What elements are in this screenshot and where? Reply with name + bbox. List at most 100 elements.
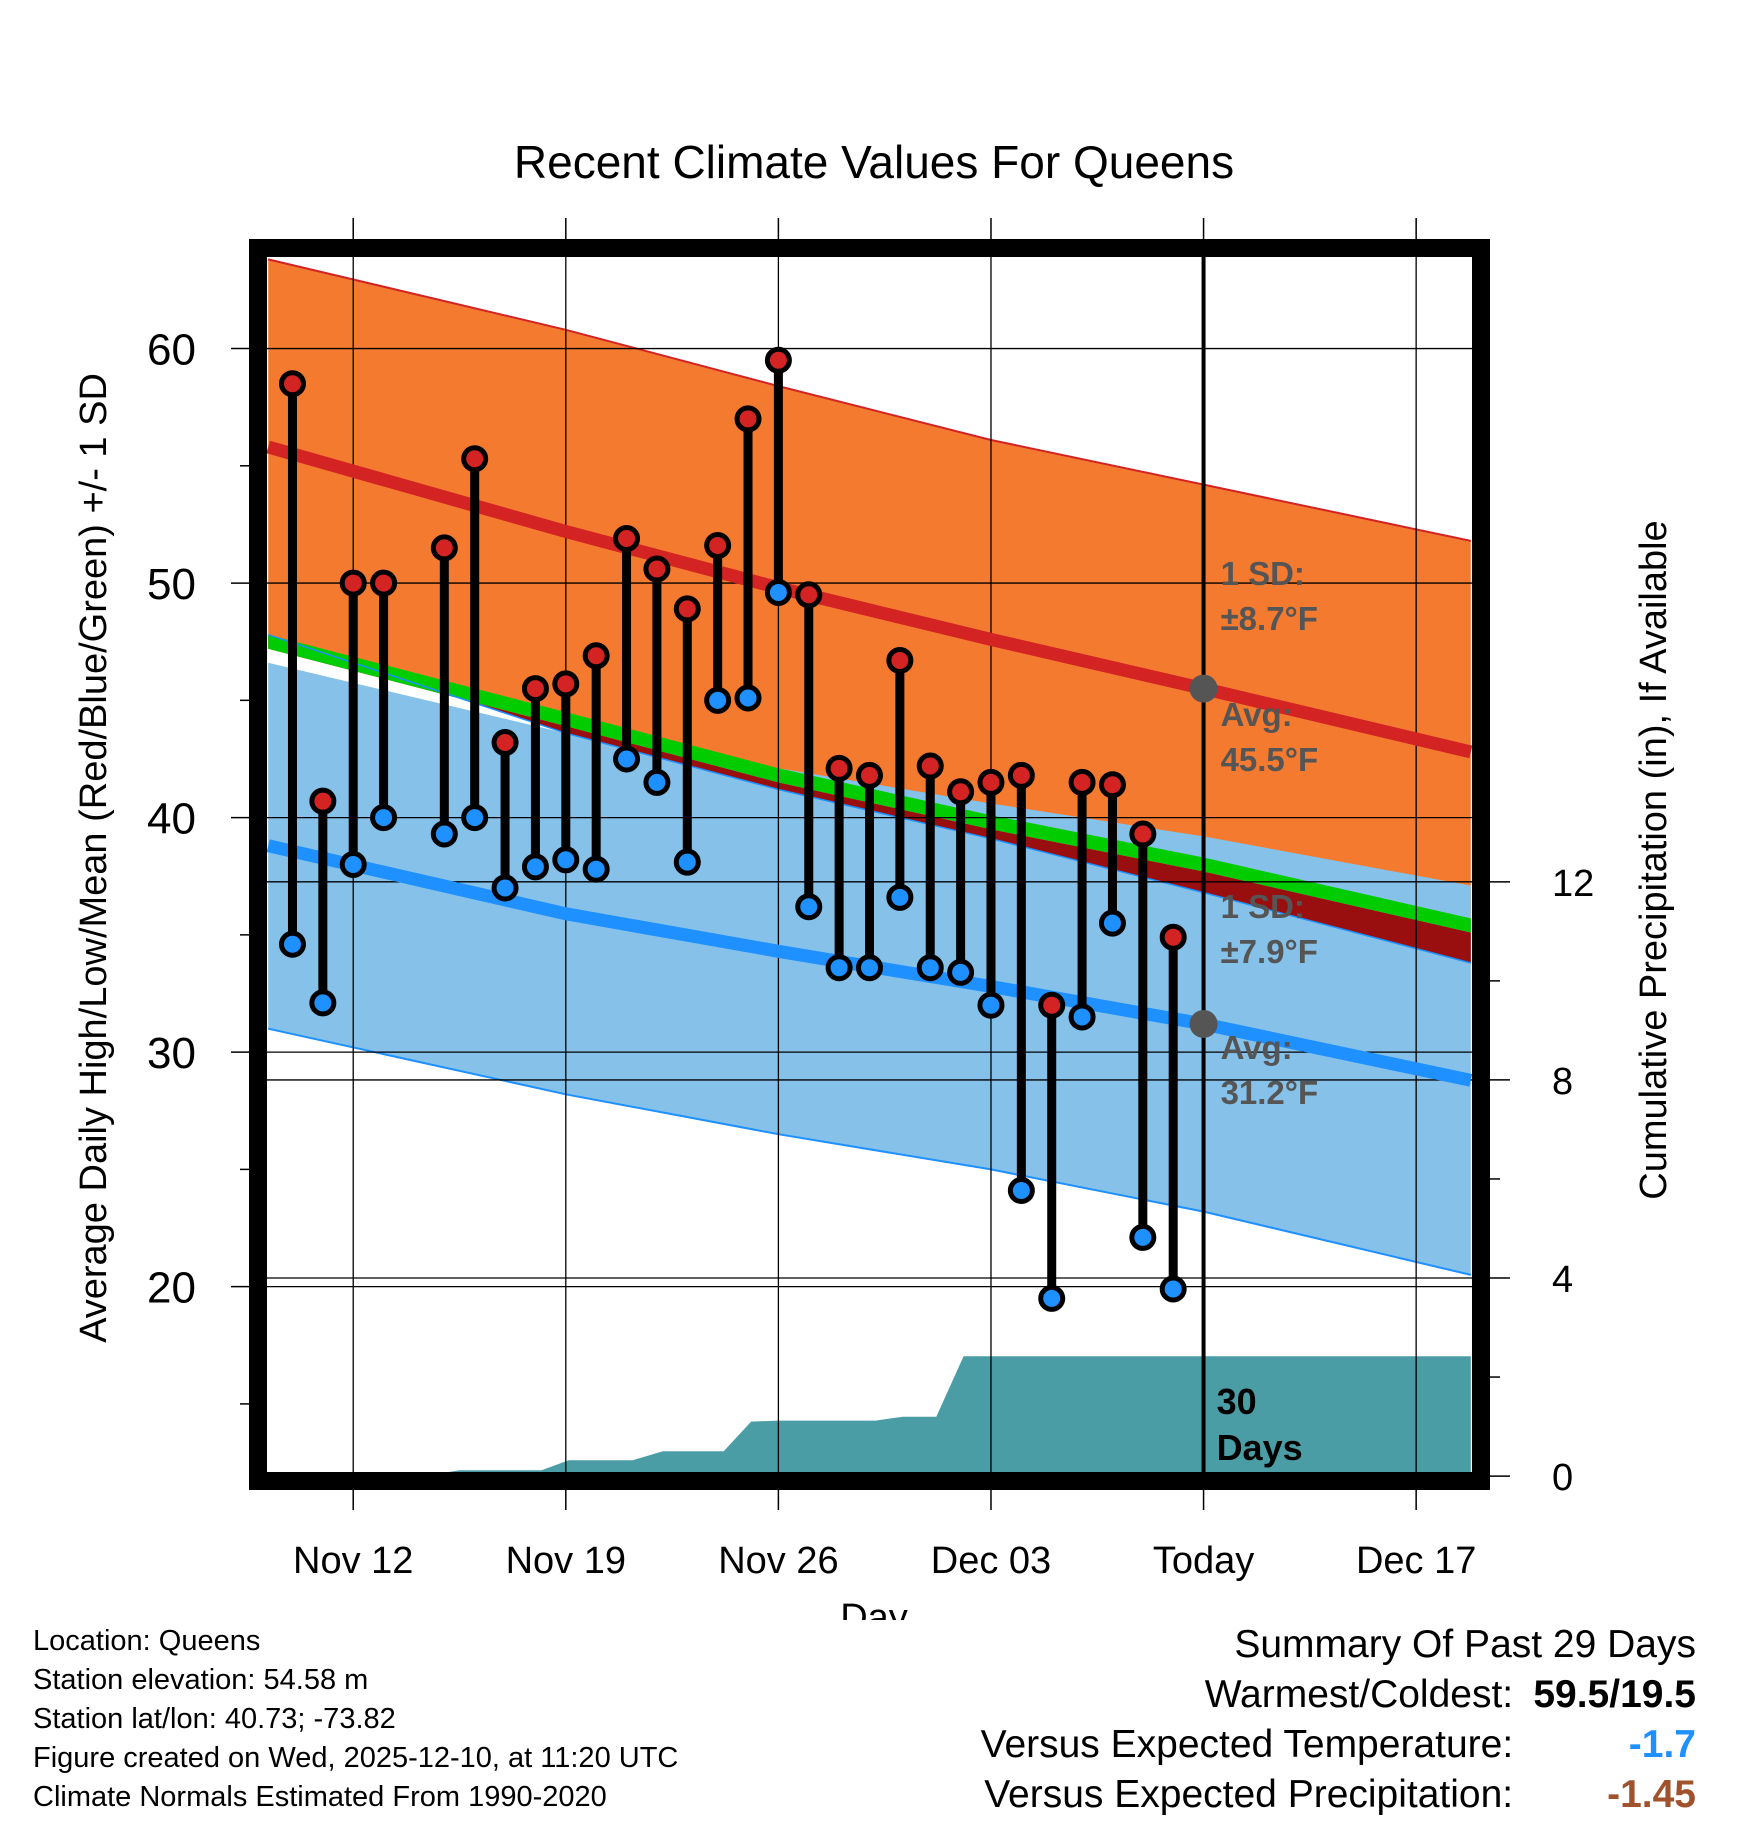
obs-high-point [461, 445, 489, 473]
temp-value: -1.7 [1628, 1723, 1696, 1766]
obs-low-point [856, 954, 883, 982]
obs-low-point [613, 745, 641, 773]
x-axis-label: Day [840, 1597, 908, 1620]
summary-panel: Summary Of Past 29 Days Warmest/Coldest:… [981, 1620, 1696, 1820]
low-sd-value: ±7.9°F [1221, 933, 1318, 970]
obs-low-point [734, 684, 762, 712]
y-axis-label: Average Daily High/Low/Mean (Red/Blue/Gr… [73, 373, 115, 1343]
obs-low-point [1068, 1003, 1096, 1031]
mean-band [268, 634, 1471, 933]
location-text: Location: Queens [33, 1625, 261, 1657]
high-plus-sd-line [267, 258, 1472, 542]
high-sd-value: ±8.7°F [1221, 600, 1318, 637]
precip-value: -1.45 [1607, 1773, 1696, 1816]
obs-high-point [916, 752, 944, 780]
obs-low-point [430, 820, 458, 848]
y2-tick-label: 8 [1552, 1061, 1573, 1103]
y-tick-label: 20 [147, 1264, 196, 1313]
obs-low-point [1098, 909, 1126, 937]
obs-low-point [1007, 1176, 1035, 1204]
latlon-text: Station lat/lon: 40.73; -73.82 [33, 1703, 396, 1735]
obs-low-point [977, 991, 1005, 1019]
low-avg-label: Avg: [1221, 1029, 1293, 1066]
obs-low-point [916, 954, 944, 982]
low-avg-line [266, 839, 1473, 1087]
obs-low-point [278, 930, 306, 958]
y2-tick-label: 12 [1552, 863, 1594, 905]
obs-high-point [977, 768, 1005, 796]
obs-high-point [764, 346, 792, 374]
y2-tick-label: 4 [1552, 1259, 1573, 1301]
obs-high-point [1129, 820, 1157, 848]
obs-low-point [825, 954, 853, 982]
obs-high-point [278, 370, 306, 398]
obs-high-point [521, 675, 549, 703]
window-days-label: Days [1217, 1427, 1303, 1468]
normals-text: Climate Normals Estimated From 1990-2020 [33, 1781, 607, 1813]
obs-low-point [491, 874, 519, 902]
temp-label: Versus Expected Temperature: [980, 1723, 1514, 1766]
elevation-text: Station elevation: 54.58 m [33, 1664, 369, 1696]
chart-title: Recent Climate Values For Queens [514, 136, 1234, 188]
obs-high-point [1038, 991, 1066, 1019]
obs-high-point [1007, 761, 1035, 789]
x-tick-label: Nov 12 [293, 1540, 413, 1582]
high-minus-sd-line [267, 633, 1471, 964]
obs-low-point [461, 804, 489, 832]
obs-high-point [582, 642, 610, 670]
high-avg-line [266, 440, 1473, 759]
warm-value: 59.5/19.5 [1533, 1673, 1696, 1716]
obs-high-point [947, 778, 975, 806]
obs-high-point [673, 595, 701, 623]
precip-area [268, 1356, 1471, 1477]
high-avg-value: 45.5°F [1221, 741, 1319, 778]
obs-high-point [1098, 771, 1126, 799]
obs-high-point [734, 405, 762, 433]
x-tick-label: Dec 17 [1356, 1540, 1476, 1582]
created-text: Figure created on Wed, 2025-12-10, at 11… [33, 1742, 679, 1774]
x-tick-label: Nov 26 [718, 1540, 838, 1582]
obs-high-point [825, 754, 853, 782]
obs-low-point [947, 958, 975, 986]
low-minus-sd-line [267, 1027, 1472, 1276]
high-sd-label: 1 SD: [1221, 555, 1305, 592]
obs-low-point [582, 855, 610, 883]
window-days-number: 30 [1217, 1381, 1257, 1422]
obs-high-point [856, 761, 883, 789]
station-info: Location: Queens Station elevation: 54.5… [33, 1622, 678, 1817]
obs-high-point [430, 534, 458, 562]
mean-to-high-minus-sd-band [268, 634, 1471, 963]
plot-frame [249, 239, 1490, 1490]
obs-high-point [886, 646, 914, 674]
obs-high-point [552, 670, 580, 698]
y2-axis-label: Cumulative Precipitation (in), If Availa… [1633, 520, 1675, 1199]
warm-label: Warmest/Coldest: [1204, 1673, 1514, 1716]
obs-low-point [309, 989, 337, 1017]
y-tick-label: 60 [147, 326, 196, 375]
obs-low-point [764, 578, 792, 606]
x-tick-label: Nov 19 [506, 1540, 626, 1582]
obs-high-point [613, 525, 641, 553]
obs-low-point [1129, 1223, 1157, 1251]
x-tick-label: Today [1153, 1540, 1254, 1582]
low-sd-label: 1 SD: [1221, 888, 1305, 925]
high-avg-label: Avg: [1221, 696, 1293, 733]
obs-high-point [491, 729, 519, 757]
obs-high-point [1159, 923, 1187, 951]
obs-low-point [795, 893, 823, 921]
low-avg-value: 31.2°F [1221, 1074, 1319, 1111]
precip-label: Versus Expected Precipitation: [984, 1773, 1514, 1816]
obs-low-point [552, 846, 580, 874]
obs-low-point [1038, 1284, 1066, 1312]
obs-low-point [643, 768, 671, 796]
y-tick-label: 40 [147, 795, 196, 844]
obs-high-point [1068, 768, 1096, 796]
low-avg-today-marker [1189, 1009, 1218, 1038]
summary-precip-row: Versus Expected Precipitation: -1.45 [981, 1770, 1696, 1820]
obs-high-point [370, 569, 398, 597]
y2-tick-label: 0 [1552, 1457, 1573, 1499]
x-tick-label: Dec 03 [931, 1540, 1051, 1582]
high-avg-today-marker [1189, 674, 1218, 703]
obs-high-point [339, 569, 367, 597]
obs-high-point [643, 555, 671, 583]
